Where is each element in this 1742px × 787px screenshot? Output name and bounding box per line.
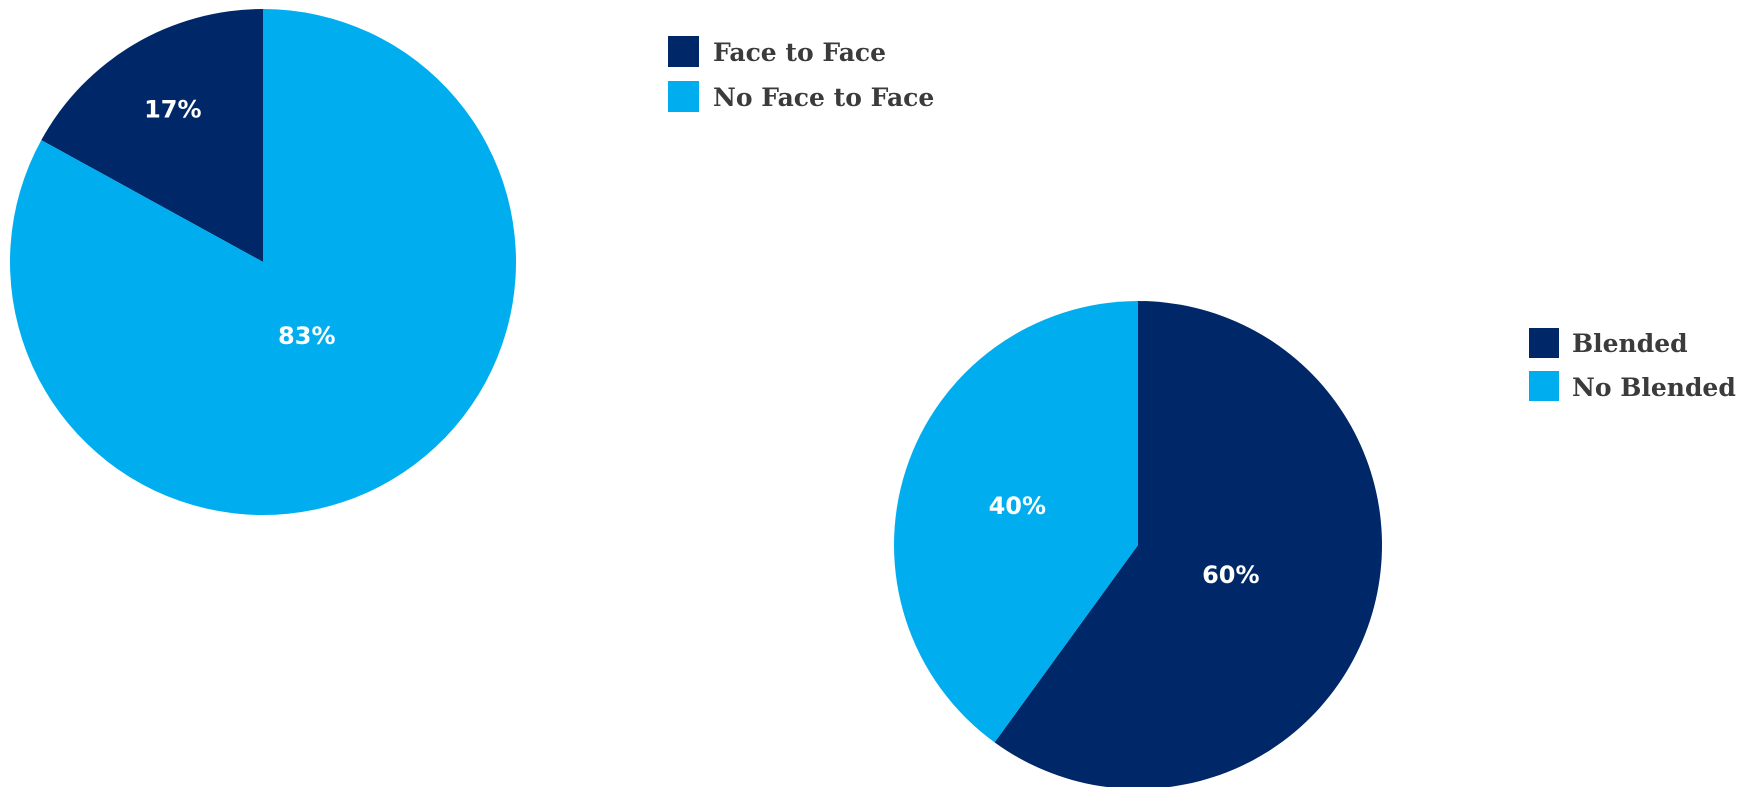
pie-slice-blended — [994, 301, 1382, 787]
pie1-value-labels: 17% 83% — [144, 96, 335, 350]
pie2-value-labels: 60% 40% — [989, 492, 1260, 589]
pie-slice-no-blended — [894, 301, 1138, 743]
pie2-slices — [894, 301, 1382, 787]
legend-swatch-no-face-to-face — [668, 81, 699, 112]
slice-value-label-no-blended: 40% — [989, 492, 1046, 520]
slice-value-label-no-face-to-face: 83% — [278, 322, 335, 350]
legend-swatch-face-to-face — [668, 36, 699, 67]
pie-chart-blended: 60% 40% — [894, 301, 1382, 787]
slice-value-label-blended: 60% — [1202, 561, 1259, 589]
pie-chart-face-to-face: 17% 83% — [10, 9, 517, 515]
pie-slice-no-face-to-face — [10, 9, 517, 515]
legend-label-no-face-to-face: No Face to Face — [713, 83, 934, 112]
legend-swatch-no-blended — [1529, 371, 1559, 401]
legend-blended: Blended No Blended — [1529, 328, 1736, 402]
legend-swatch-blended — [1529, 328, 1559, 358]
legend-label-blended: Blended — [1572, 329, 1688, 358]
pie1-slices — [10, 9, 517, 515]
pie-slice-face-to-face — [41, 9, 264, 262]
legend-face-to-face: Face to Face No Face to Face — [668, 36, 934, 112]
legend-label-face-to-face: Face to Face — [713, 38, 886, 67]
legend-label-no-blended: No Blended — [1572, 373, 1736, 402]
slice-value-label-face-to-face: 17% — [144, 96, 201, 124]
